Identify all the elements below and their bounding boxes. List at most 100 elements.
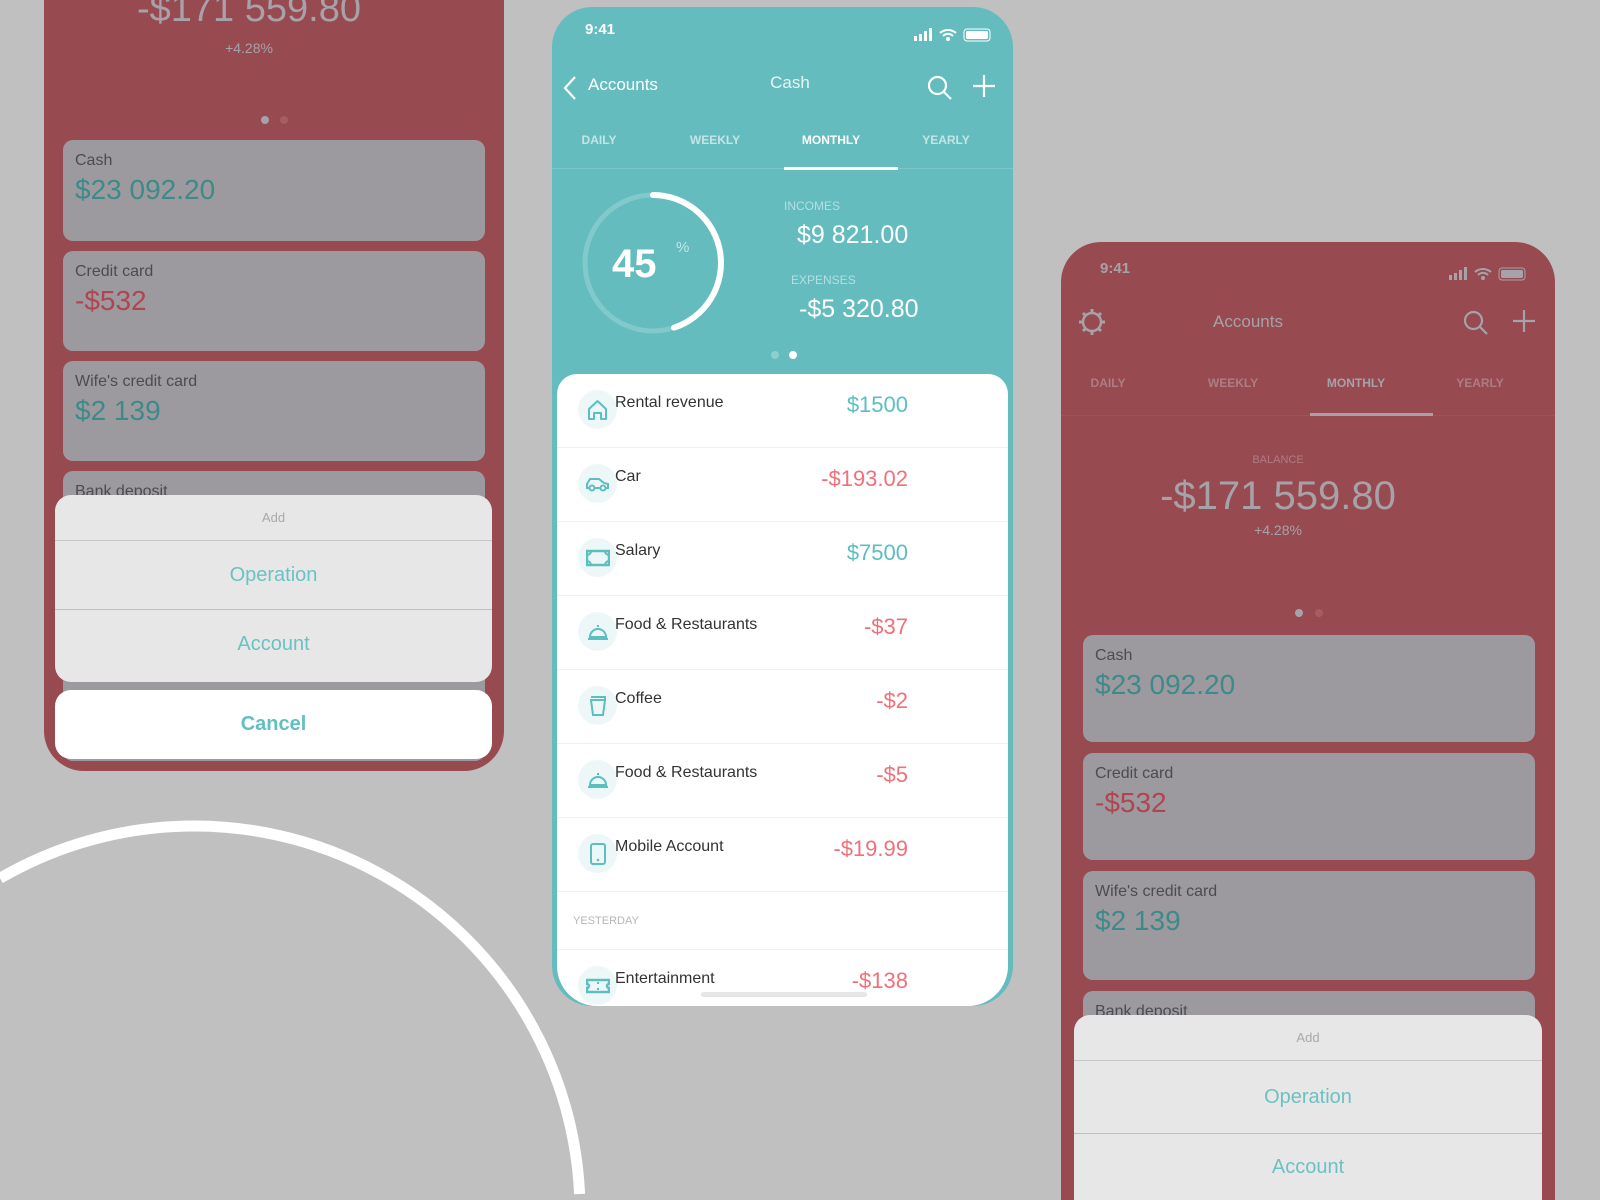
balance-change: +4.28% [225, 40, 273, 56]
search-icon[interactable] [927, 75, 953, 101]
page-dot[interactable] [280, 116, 288, 124]
tab-yearly[interactable]: YEARLY [1456, 376, 1504, 390]
account-name: Wife's credit card [75, 373, 198, 390]
tab-active-indicator [784, 167, 898, 170]
house-icon [588, 400, 607, 420]
page-title: Cash [770, 73, 810, 92]
account-card-cash[interactable]: Cash $23 092.20 [63, 140, 485, 241]
balance-change: +4.28% [1254, 522, 1302, 538]
phone-icon [590, 843, 606, 865]
add-action-sheet: Add Operation Account [1074, 1015, 1542, 1200]
section-label: YESTERDAY [573, 915, 639, 927]
tab-yearly[interactable]: YEARLY [922, 133, 970, 147]
account-amount: -$532 [75, 285, 147, 316]
page-dot-active[interactable] [789, 351, 797, 359]
account-amount: $2 139 [75, 395, 161, 426]
tab-daily[interactable]: DAILY [581, 133, 617, 147]
account-amount: $23 092.20 [1095, 669, 1236, 700]
transaction-name: Rental revenue [615, 394, 724, 411]
progress-ring-arc [650, 192, 724, 331]
account-amount: $23 092.20 [75, 174, 216, 205]
transaction-row[interactable]: Food & Restaurants -$37 [557, 596, 1008, 670]
transaction-amount: -$193.02 [821, 466, 908, 491]
transaction-row[interactable]: Car -$193.02 [557, 448, 1008, 522]
account-card-wife[interactable]: Wife's credit card $2 139 [1083, 871, 1535, 980]
transaction-row[interactable]: Entertainment -$138 [557, 950, 1008, 1006]
transaction-amount: -$5 [876, 762, 908, 787]
transaction-row[interactable]: Coffee -$2 [557, 670, 1008, 744]
page-title: Accounts [1213, 312, 1283, 331]
operation-option[interactable]: Operation [1074, 1061, 1542, 1134]
category-icon-circle [578, 966, 617, 1005]
balance-amount: -$171 559.80 [1160, 474, 1396, 518]
cup-icon [590, 696, 606, 716]
plus-icon[interactable] [972, 74, 996, 98]
transaction-name: Mobile Account [615, 838, 724, 855]
account-card-credit[interactable]: Credit card -$532 [1083, 753, 1535, 860]
tab-weekly[interactable]: WEEKLY [1207, 376, 1259, 390]
operation-option[interactable]: Operation [55, 541, 492, 610]
cancel-button[interactable]: Cancel [55, 690, 492, 759]
category-icon-circle [578, 464, 617, 503]
tabs-divider [1061, 415, 1555, 416]
transaction-row[interactable]: Food & Restaurants -$5 [557, 744, 1008, 818]
transaction-row[interactable]: Mobile Account -$19.99 [557, 818, 1008, 892]
sheet-title: Add [55, 495, 492, 541]
transaction-amount: -$138 [851, 968, 908, 993]
back-button[interactable]: Accounts [588, 75, 658, 94]
transaction-name: Coffee [615, 690, 662, 707]
page-dot[interactable] [771, 351, 779, 359]
home-indicator [701, 992, 867, 997]
category-icon-circle [578, 538, 617, 577]
ring-unit: % [676, 239, 690, 256]
center-phone: 9:41 Accounts Cash DAILY WEEKLY MONTHLY … [552, 7, 1013, 1006]
transactions-list: Rental revenue $1500 Car -$193.02 Salary $750… [557, 374, 1008, 1006]
account-amount: $2 139 [1095, 905, 1181, 936]
status-icons [1449, 267, 1526, 281]
tab-monthly[interactable]: MONTHLY [1326, 376, 1386, 390]
chevron-left-icon[interactable] [562, 75, 578, 101]
page-dot-active[interactable] [1295, 609, 1303, 617]
transaction-name: Salary [615, 542, 661, 559]
balance-amount: -$171 559.80 [137, 0, 361, 30]
page-dot[interactable] [1315, 609, 1323, 617]
transaction-name: Food & Restaurants [615, 764, 758, 781]
balance-label: BALANCE [1252, 454, 1304, 466]
status-icons [914, 28, 991, 42]
page-dot-active[interactable] [261, 116, 269, 124]
transaction-amount: -$2 [876, 688, 908, 713]
transaction-name: Food & Restaurants [615, 616, 758, 633]
plus-icon[interactable] [1512, 309, 1536, 333]
category-icon-circle [578, 612, 617, 651]
account-name: Credit card [75, 263, 154, 280]
cloche-icon [588, 625, 608, 640]
account-card-cash[interactable]: Cash $23 092.20 [1083, 635, 1535, 742]
gear-icon[interactable] [1078, 308, 1106, 336]
search-icon[interactable] [1463, 310, 1489, 336]
transaction-amount: -$19.99 [833, 836, 908, 861]
status-time: 9:41 [1100, 260, 1131, 277]
transaction-row[interactable]: Rental revenue $1500 [557, 374, 1008, 448]
account-card-wife[interactable]: Wife's credit card $2 139 [63, 361, 485, 461]
transaction-row[interactable]: Salary $7500 [557, 522, 1008, 596]
account-option[interactable]: Account [1271, 1156, 1345, 1178]
banknote-icon [586, 549, 610, 567]
incomes-label: INCOMES [784, 199, 841, 213]
account-card-credit[interactable]: Credit card -$532 [63, 251, 485, 351]
ring-value: 45 [612, 242, 657, 286]
tab-monthly[interactable]: MONTHLY [801, 133, 861, 147]
category-icon-circle [578, 834, 617, 873]
transaction-name: Car [615, 468, 641, 485]
progress-ring [582, 192, 724, 334]
right-phone: 9:41 Accounts DAILY WEEKLY MONTHLY YEARL… [1061, 242, 1555, 1200]
expenses-label: EXPENSES [791, 273, 856, 287]
status-time: 9:41 [585, 21, 616, 38]
section-header-yesterday: YESTERDAY [557, 892, 1008, 950]
tab-daily[interactable]: DAILY [1090, 376, 1126, 390]
account-option[interactable]: Account [237, 633, 310, 655]
transaction-amount: -$37 [863, 614, 908, 639]
account-name: Credit card [1095, 765, 1174, 782]
tab-weekly[interactable]: WEEKLY [689, 133, 741, 147]
tab-active-indicator [1310, 413, 1433, 416]
